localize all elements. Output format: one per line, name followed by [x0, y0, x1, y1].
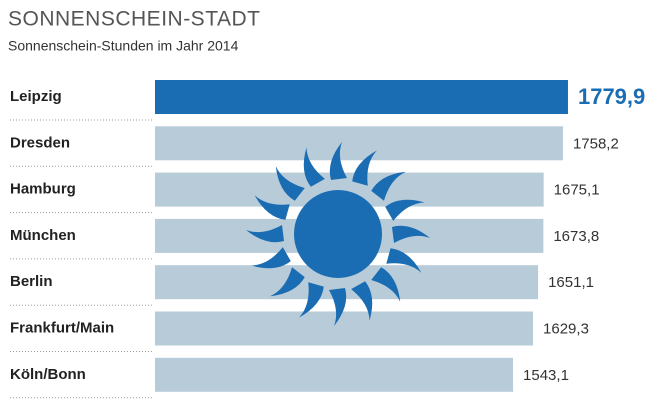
sun-ray	[371, 171, 406, 201]
sun-ray	[270, 267, 305, 297]
sun-ray	[254, 195, 290, 220]
sun-ray	[246, 225, 284, 243]
sun-icon	[246, 142, 430, 326]
sun-ray	[299, 282, 324, 318]
category-label: Köln/Bonn	[10, 366, 86, 383]
sun-ray	[351, 281, 373, 321]
value-label: 1675,1	[554, 182, 600, 199]
chart-title: SONNENSCHEIN-STADT	[8, 8, 260, 31]
bar	[155, 311, 534, 346]
value-label: 1673,8	[553, 228, 599, 245]
value-label: 1629,3	[543, 320, 589, 337]
sun-ray	[275, 166, 305, 201]
value-label: 1543,1	[523, 367, 569, 384]
sun-ray	[303, 147, 325, 187]
bar	[155, 126, 563, 161]
category-label: Leipzig	[10, 88, 62, 105]
chart-subtitle: Sonnenschein-Stunden im Jahr 2014	[8, 38, 239, 54]
bar	[155, 357, 514, 392]
sun-ray	[329, 142, 347, 180]
sun-ray	[371, 267, 401, 302]
sun-ray	[392, 225, 430, 243]
category-label: Frankfurt/Main	[10, 319, 114, 336]
sun-ray	[251, 247, 291, 269]
value-label: 1651,1	[548, 274, 594, 291]
bar	[155, 80, 568, 114]
category-label: Berlin	[10, 273, 53, 290]
sun-ray	[329, 288, 347, 326]
sun-ray	[385, 199, 425, 221]
sun-ray	[386, 248, 422, 273]
category-label: Dresden	[10, 134, 70, 151]
sun-ray	[352, 150, 377, 186]
category-label: Hamburg	[10, 181, 76, 198]
value-label: 1779,9	[578, 84, 645, 109]
category-label: München	[10, 227, 76, 244]
value-label: 1758,2	[573, 135, 619, 152]
